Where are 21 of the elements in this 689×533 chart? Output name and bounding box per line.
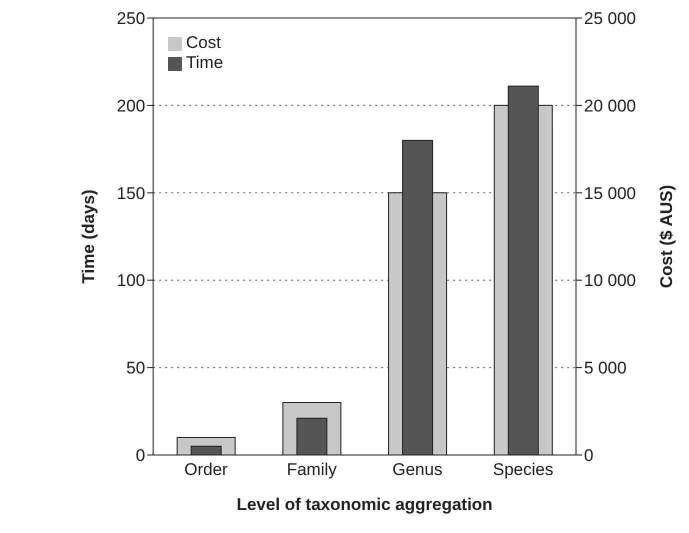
y-tick-label: 250 — [116, 9, 146, 28]
y2-tick-label: 25 000 — [584, 9, 636, 28]
legend-label: Cost — [186, 33, 221, 52]
x-tick-label: Species — [492, 460, 554, 480]
y2-tick-label: 20 000 — [584, 96, 636, 116]
y-tick-label: 0 — [136, 446, 146, 466]
y-tick-label: 50 — [126, 358, 146, 378]
y2-tick-label: 15 000 — [584, 184, 636, 203]
y-tick-label: 200 — [116, 96, 146, 116]
y2-tick-label: 10 000 — [584, 271, 636, 290]
x-axis-title: Level of taxonomic aggregation — [236, 495, 493, 514]
y2-tick-label: 0 — [584, 446, 594, 466]
y2-axis-title: Cost ($ AUS) — [657, 184, 676, 288]
y-tick-label: 150 — [116, 184, 146, 203]
legend-label: Time — [186, 53, 224, 72]
y-tick-label: 100 — [116, 271, 146, 290]
x-tick-label: Order — [184, 460, 228, 480]
y-axis-title: Time (days) — [79, 189, 98, 284]
x-tick-label: Genus — [392, 460, 442, 480]
y2-tick-label: 5 000 — [584, 358, 627, 378]
x-tick-label: Family — [286, 460, 338, 480]
